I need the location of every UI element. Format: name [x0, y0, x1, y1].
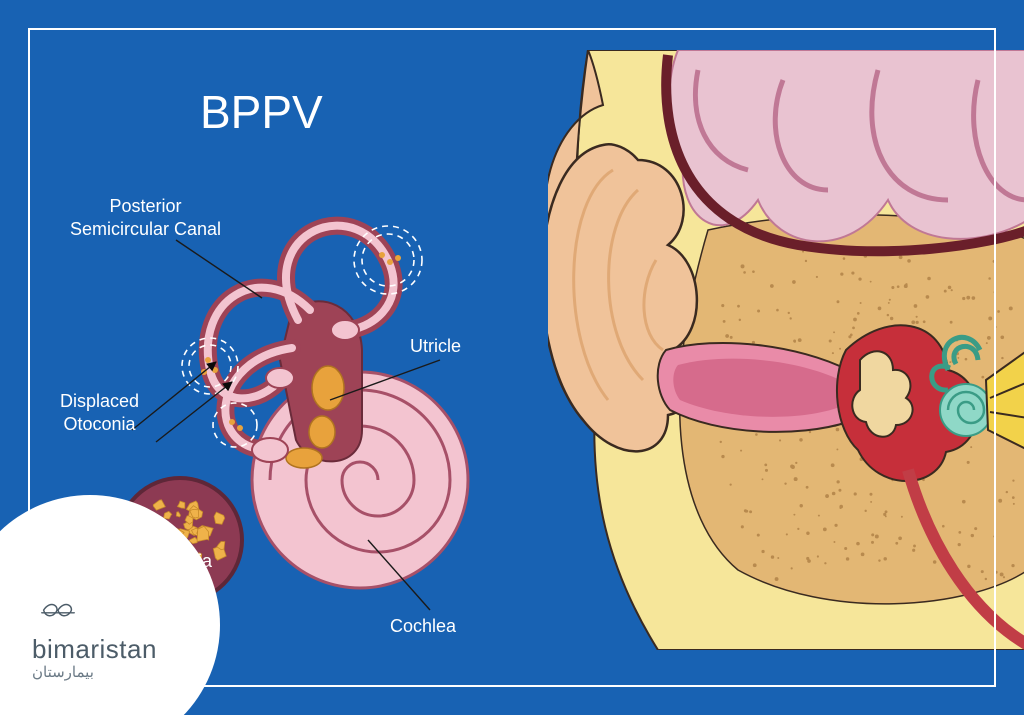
logo-icon: [40, 597, 76, 625]
logo-text: bimaristan بيمارستان: [32, 634, 157, 681]
label-displaced: Displaced Otoconia: [60, 390, 139, 435]
label-posterior-canal: Posterior Semicircular Canal: [70, 195, 221, 240]
label-cochlea: Cochlea: [390, 615, 456, 638]
diagram-canvas: BPPV Posterior Semicircular Canal Utricl…: [0, 0, 1024, 715]
label-utricle: Utricle: [410, 335, 461, 358]
logo-brand: bimaristan: [32, 634, 157, 665]
diagram-title: BPPV: [200, 85, 323, 139]
logo-sub: بيمارستان: [32, 663, 157, 681]
